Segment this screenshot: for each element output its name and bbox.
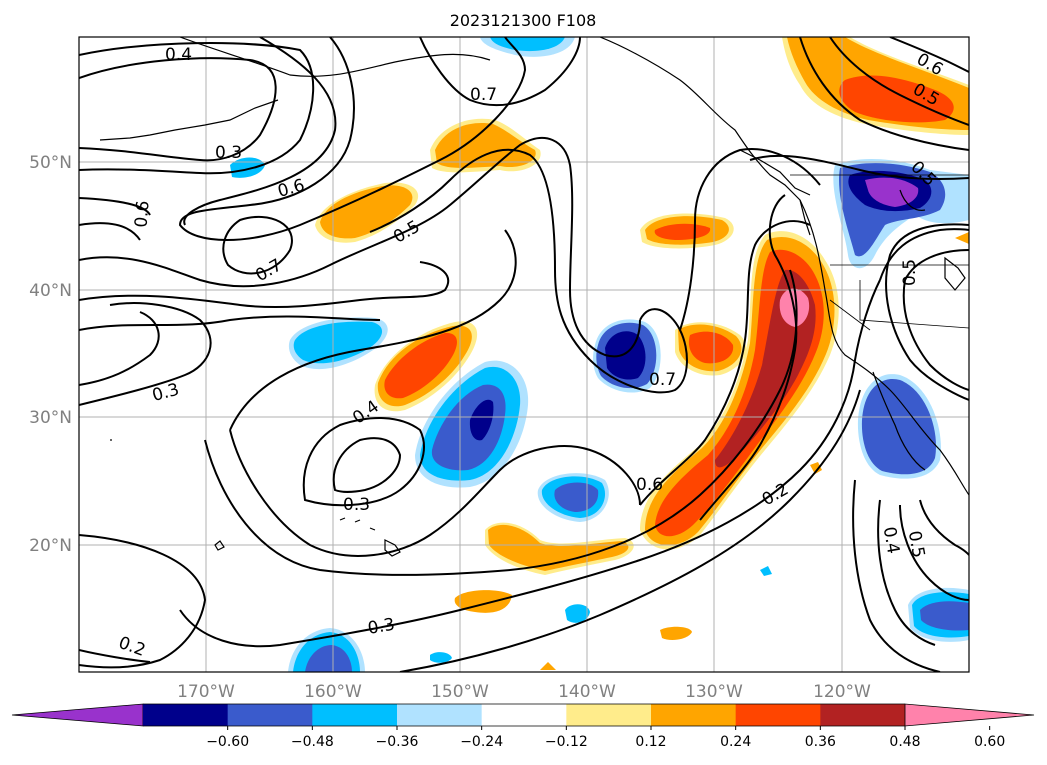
colorbar-outline xyxy=(143,703,905,727)
colorbar-segment xyxy=(820,704,906,726)
colorbar-segment xyxy=(481,704,567,726)
colorbar-extend-low xyxy=(11,703,144,727)
colorbar-segment xyxy=(227,704,313,726)
shade-negative xyxy=(920,601,969,631)
lat-label: 40°N xyxy=(29,281,72,301)
colorbar-tick-label: −0.12 xyxy=(545,734,588,750)
colorbar-segment xyxy=(143,704,229,726)
lon-label: 160°W xyxy=(304,682,362,702)
colorbar-tick-label: 0.24 xyxy=(720,734,751,750)
shade-negative xyxy=(469,399,494,441)
contour-label: 0.5 xyxy=(904,529,928,559)
shade-negative xyxy=(293,321,383,364)
contour-label: 0.7 xyxy=(649,370,676,390)
shade-negative xyxy=(565,604,590,623)
colorbar-segment xyxy=(735,704,821,726)
shade-negative xyxy=(760,566,772,576)
map-title: 2023121300 F108 xyxy=(450,11,597,30)
colorbar-segment xyxy=(397,704,483,726)
contour-label: 0.6 xyxy=(636,475,663,495)
lon-label: 170°W xyxy=(177,682,235,702)
colorbar-tick-label: 0.36 xyxy=(805,734,836,750)
lat-label: 20°N xyxy=(29,536,72,556)
contour-lines xyxy=(79,37,969,672)
coastlines xyxy=(99,37,969,557)
graticule xyxy=(79,37,969,672)
colorbar-extend-high xyxy=(904,703,1035,727)
shade-positive xyxy=(839,75,954,123)
contour-label: 0.4 xyxy=(879,525,903,555)
shade-negative xyxy=(305,645,352,672)
contour-label: 0.3 xyxy=(215,143,242,163)
lon-label: 150°W xyxy=(431,682,489,702)
latitude-labels: 50°N 40°N 30°N 20°N xyxy=(29,153,72,556)
shade-positive xyxy=(384,332,457,399)
shade-negative xyxy=(430,652,452,663)
map-panel: 0.4 0.7 0.3 0.6 0.6 0.5 0.7 0.5 0.6 0.5 … xyxy=(79,37,969,672)
contour-label: 0.5 xyxy=(900,259,920,286)
colorbar-tick-label: 0.12 xyxy=(635,734,666,750)
shade-positive xyxy=(810,462,822,474)
shade-positive xyxy=(660,626,692,640)
shading-layer xyxy=(230,37,969,672)
contour-label: 0.6 xyxy=(131,200,153,229)
shade-positive xyxy=(654,223,711,240)
colorbar-tick-label: 0.48 xyxy=(889,734,920,750)
shade-positive xyxy=(488,524,629,571)
contour-label: 0.7 xyxy=(470,85,497,105)
colorbar-tick-label: −0.48 xyxy=(291,734,334,750)
longitude-labels: 170°W 160°W 150°W 140°W 130°W 120°W xyxy=(177,682,871,702)
colorbar-segment xyxy=(566,704,652,726)
shade-positive xyxy=(688,331,734,364)
lon-label: 140°W xyxy=(558,682,616,702)
contour-label: 0.4 xyxy=(165,45,192,65)
colorbar-tick-label: −0.60 xyxy=(206,734,249,750)
colorbar-segment xyxy=(651,704,737,726)
colorbar-tick-label: −0.24 xyxy=(460,734,503,750)
shade-positive xyxy=(955,232,969,244)
shade-positive xyxy=(320,185,413,239)
colorbar-segment xyxy=(312,704,398,726)
lat-label: 50°N xyxy=(29,153,72,173)
map-frame xyxy=(78,36,970,673)
lon-label: 130°W xyxy=(685,682,743,702)
shade-negative xyxy=(861,378,937,475)
contour-label: 0.3 xyxy=(366,615,396,639)
contour-label: 0.3 xyxy=(343,495,370,515)
colorbar: −0.60 −0.48 −0.36 −0.24 −0.12 0.12 0.24 0.36 0.4… xyxy=(11,703,1035,750)
lat-label: 30°N xyxy=(29,408,72,428)
lon-label: 120°W xyxy=(813,682,871,702)
colorbar-tick-label: 0.60 xyxy=(974,734,1005,750)
colorbar-tick-label: −0.36 xyxy=(376,734,419,750)
shade-negative xyxy=(230,157,265,178)
shade-positive xyxy=(540,662,556,670)
